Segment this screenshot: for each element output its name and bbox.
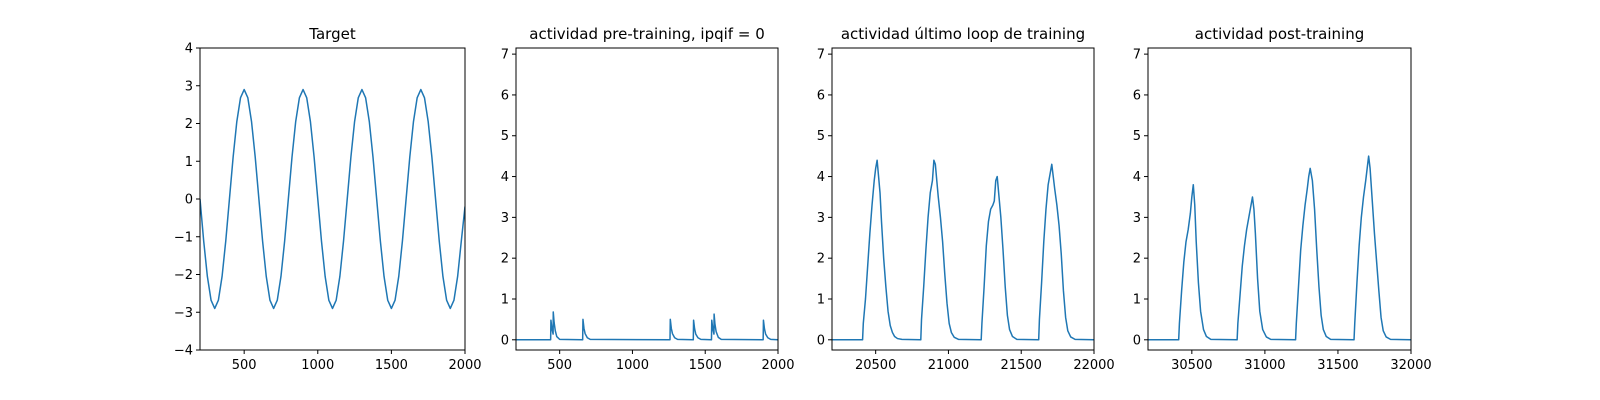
y-tick-label: 4	[817, 170, 825, 185]
y-tick-label: 7	[1133, 48, 1141, 63]
x-tick-label: 20500	[855, 358, 896, 373]
y-tick-label: 0	[501, 333, 509, 348]
x-tick-label: 1500	[375, 358, 408, 373]
axes-frame	[831, 47, 1095, 351]
x-tick-label: 21000	[928, 358, 969, 373]
y-tick-label: 3	[501, 211, 509, 226]
y-tick-label: 1	[185, 155, 193, 170]
x-tick-label: 21500	[1001, 358, 1042, 373]
chart-panel-4: 30500 31000 31500 32000 0 1 2 3 4 5 6 7 actividad po…	[1133, 25, 1432, 373]
x-tick-label: 31000	[1244, 358, 1285, 373]
x-tick-label: 2000	[448, 358, 481, 373]
chart-title: actividad pre-training, ipqif = 0	[529, 25, 765, 43]
x-tick-label: 30500	[1171, 358, 1212, 373]
y-tick-label: 3	[185, 79, 193, 94]
chart-panel-2: 500 1000 1500 2000 0 1 2 3 4 5 6 7 actividad pre-tra…	[501, 25, 795, 373]
chart-panel-1: 500 1000 1500 2000 −4 −3 −2 −1 0 1 2 3 4 Target	[174, 25, 482, 373]
y-tick-label: 4	[501, 170, 509, 185]
x-tick-label: 1500	[689, 358, 722, 373]
series-line-4-1	[1148, 155, 1411, 341]
chart-panel-3: 20500 21000 21500 22000 0 1 2 3 4 5 6 7 actividad úl…	[817, 25, 1115, 373]
y-tick-label: 4	[1133, 170, 1141, 185]
series-line-3-1	[832, 159, 1094, 341]
x-tick-label: 1000	[301, 358, 334, 373]
x-tick-label: 22000	[1073, 358, 1114, 373]
chart-title: actividad post-training	[1195, 25, 1364, 43]
y-tick-label: 3	[817, 211, 825, 226]
x-tick-label: 2000	[761, 358, 794, 373]
y-tick-label: −4	[174, 344, 193, 359]
chart-title: Target	[308, 25, 356, 43]
y-tick-label: 6	[501, 88, 509, 103]
x-tick-label: 31500	[1317, 358, 1358, 373]
y-tick-label: 7	[501, 48, 509, 63]
y-tick-label: 2	[185, 117, 193, 132]
y-tick-label: −3	[174, 306, 193, 321]
y-tick-label: 2	[1133, 252, 1141, 267]
x-tick-label: 500	[232, 358, 257, 373]
axes-frame	[199, 47, 466, 351]
y-tick-label: 6	[1133, 88, 1141, 103]
y-tick-label: 3	[1133, 211, 1141, 226]
y-tick-label: 5	[817, 129, 825, 144]
y-tick-label: −2	[174, 268, 193, 283]
x-tick-label: 1000	[616, 358, 649, 373]
y-tick-label: 0	[1133, 333, 1141, 348]
y-tick-label: 1	[501, 292, 509, 307]
axes-frame	[515, 47, 779, 351]
x-tick-label: 32000	[1390, 358, 1431, 373]
series-line-2-1	[516, 311, 778, 341]
y-tick-label: 0	[185, 193, 193, 208]
series-line-1-1	[200, 88, 465, 310]
y-tick-label: 7	[817, 48, 825, 63]
y-tick-label: 5	[501, 129, 509, 144]
y-tick-label: 1	[817, 292, 825, 307]
y-tick-label: 5	[1133, 129, 1141, 144]
axes-frame	[1147, 47, 1412, 351]
y-tick-label: −1	[174, 230, 193, 245]
x-tick-label: 500	[547, 358, 572, 373]
chart-title: actividad último loop de training	[841, 25, 1085, 43]
y-tick-label: 0	[817, 333, 825, 348]
y-tick-label: 4	[185, 42, 193, 57]
y-tick-label: 6	[817, 88, 825, 103]
y-tick-label: 2	[501, 252, 509, 267]
y-tick-label: 1	[1133, 292, 1141, 307]
y-tick-label: 2	[817, 252, 825, 267]
